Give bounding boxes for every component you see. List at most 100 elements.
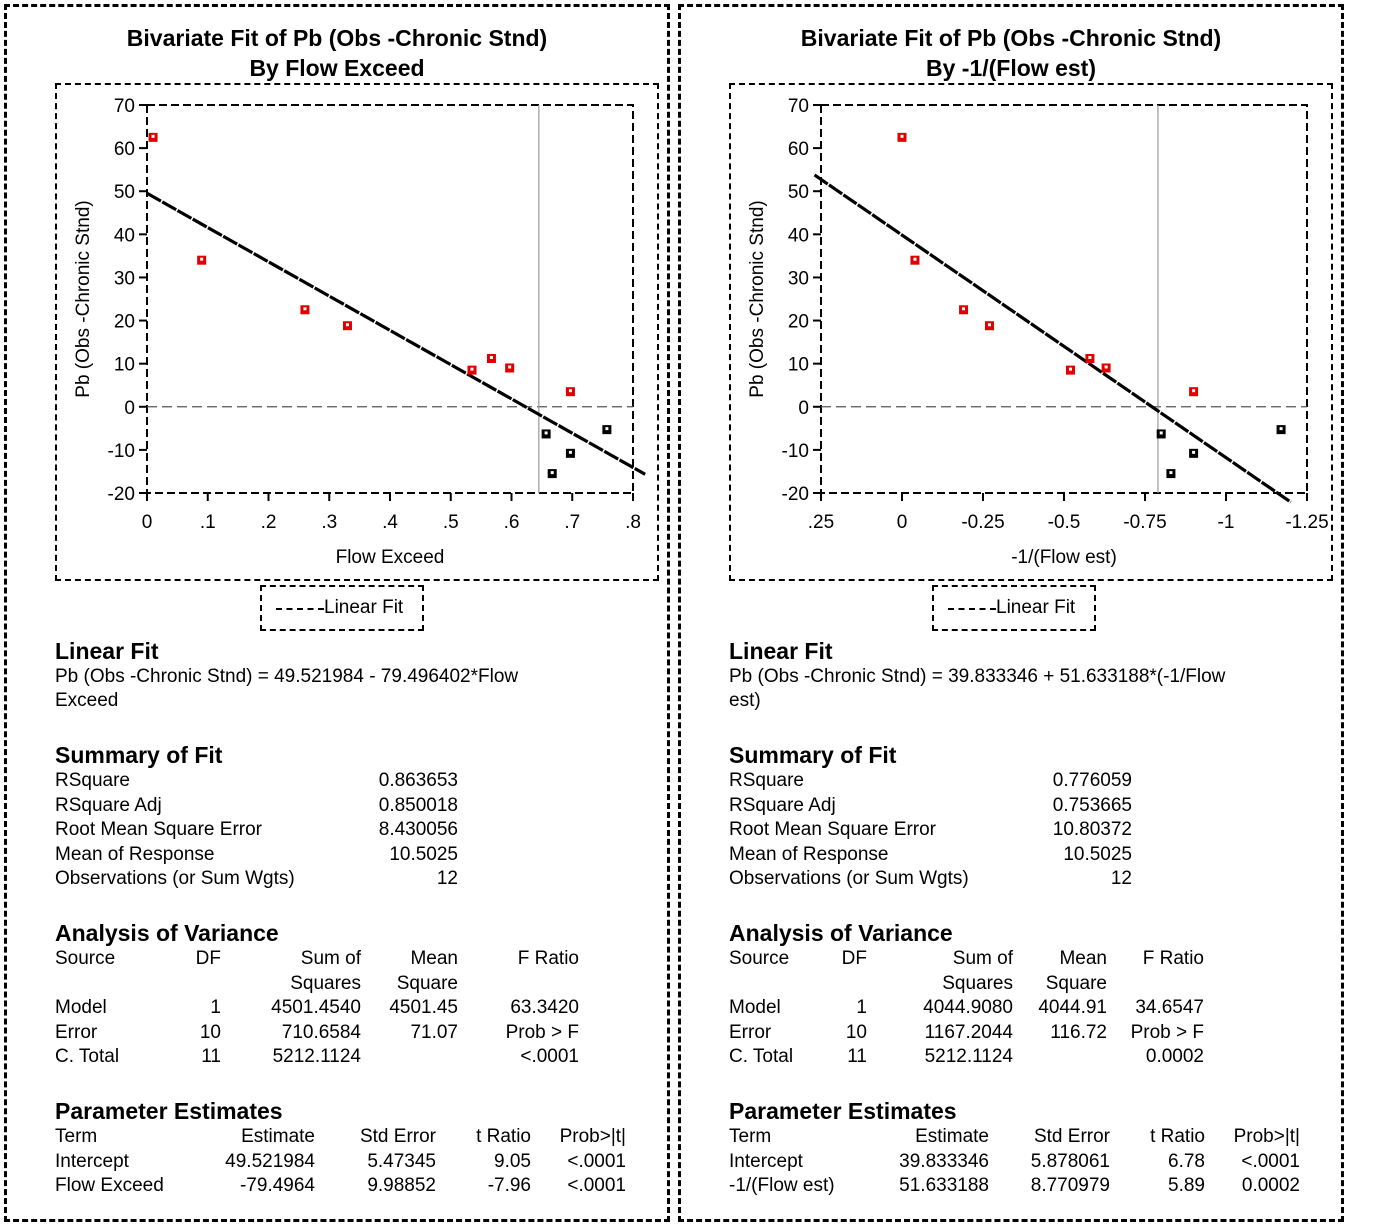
plot-area [146, 104, 634, 494]
params-rows: Term Estimate Std Error t Ratio Prob>|t| Inte… [55, 1125, 645, 1199]
summary-row: Observations (or Sum Wgts) 12 [729, 867, 1319, 892]
anova-cell: 5212.1124 [924, 1046, 1013, 1067]
summary-value: 10.5025 [1063, 843, 1132, 865]
anova-row: Model 1 4501.4540 4501.45 63.3420 [55, 996, 645, 1021]
data-point-highlight [489, 355, 493, 359]
params-header-cell: Estimate [241, 1126, 315, 1147]
anova-header-cell: Source [55, 948, 116, 969]
anova-cell: 5212.1124 [272, 1046, 361, 1067]
params-header-cell: Term [729, 1126, 772, 1147]
linear-fit-line [813, 173, 1292, 504]
params-cell: <.0001 [567, 1175, 626, 1196]
anova-cell: Prob > F [1130, 1021, 1204, 1043]
params-cell: 5.89 [1168, 1175, 1205, 1196]
summary-value: 12 [1110, 868, 1132, 889]
params-rows: Term Estimate Std Error t Ratio Prob>|t| Inte… [729, 1125, 1319, 1199]
anova-row: C. Total 11 5212.1124 0.0002 [729, 1045, 1319, 1070]
params-heading: Parameter Estimates [55, 1098, 283, 1124]
summary-value: 0.863653 [378, 770, 458, 791]
x-axis-label: Flow Exceed [336, 547, 445, 568]
legend-line-swatch [276, 608, 324, 610]
chart-title-line2: By -1/(Flow est) [926, 55, 1096, 81]
anova-header-cell: F Ratio [517, 948, 579, 969]
anova-section: Analysis of Variance Source DF Sum of Mean F… [55, 919, 645, 1070]
params-cell: Intercept [729, 1150, 803, 1172]
params-cell: 39.833346 [899, 1150, 989, 1172]
summary-value: 12 [436, 868, 458, 889]
data-point-highlight [568, 450, 572, 454]
params-cell: 9.05 [494, 1150, 531, 1172]
anova-cell: 11 [201, 1046, 221, 1067]
x-tick-label: 0 [142, 512, 153, 533]
y-tick-label: 50 [788, 182, 809, 203]
anova-cell: 1 [210, 997, 221, 1018]
params-cell: 8.770979 [1030, 1175, 1110, 1196]
params-cell: 9.98852 [367, 1175, 436, 1196]
anova-header-cell: Square [396, 972, 458, 994]
y-tick-label: 70 [788, 96, 809, 117]
fit-equation-line2: Exceed [55, 690, 119, 711]
data-point-highlight [1104, 365, 1108, 369]
params-row: Flow Exceed -79.4964 9.98852 -7.96 <.0001 [55, 1174, 645, 1199]
x-tick-label: -0.25 [961, 512, 1004, 533]
x-tick-label: .5 [443, 512, 459, 533]
anova-cell: 4044.91 [1038, 997, 1107, 1018]
summary-row: Mean of Response 10.5025 [55, 843, 645, 868]
anova-header-cell: Squares [290, 972, 361, 994]
params-cell: 51.633188 [899, 1175, 989, 1196]
y-tick-label: -20 [782, 484, 809, 505]
y-tick-label: 0 [798, 398, 809, 419]
data-point-highlight [345, 323, 349, 327]
params-cell: 5.878061 [1030, 1150, 1110, 1172]
anova-rows: Source DF Sum of Mean F Ratio Squares Square Mo… [729, 947, 1319, 1070]
data-point-highlight [605, 427, 609, 431]
anova-row: Error 10 1167.2044 116.72 Prob > F [729, 1021, 1319, 1046]
anova-cell: Error [729, 1021, 772, 1043]
anova-section: Analysis of Variance Source DF Sum of Mean F… [729, 919, 1319, 1070]
report-panel-flow-exceed: Bivariate Fit of Pb (Obs -Chronic Stnd) … [4, 4, 670, 1222]
summary-value: 0.753665 [1052, 794, 1132, 816]
summary-row: RSquare Adj 0.850018 [55, 794, 645, 819]
y-tick-label: 20 [788, 312, 809, 333]
anova-rows: Source DF Sum of Mean F Ratio Squares Square Mo… [55, 947, 645, 1070]
plot-area [820, 104, 1308, 494]
params-cell: 5.47345 [367, 1150, 436, 1172]
anova-row: C. Total 11 5212.1124 <.0001 [55, 1045, 645, 1070]
anova-heading: Analysis of Variance [55, 920, 279, 946]
anova-cell: 71.07 [410, 1021, 458, 1043]
y-tick-label: 20 [114, 312, 135, 333]
chart-title: Bivariate Fit of Pb (Obs -Chronic Stnd) … [7, 23, 667, 83]
anova-row: Error 10 710.6584 71.07 Prob > F [55, 1021, 645, 1046]
data-point-highlight [987, 323, 991, 327]
summary-section: Summary of Fit RSquare 0.776059 RSquare Ad… [729, 741, 1319, 892]
y-tick-label: 40 [788, 225, 809, 246]
summary-label: Observations (or Sum Wgts) [55, 868, 295, 889]
summary-label: Root Mean Square Error [729, 819, 936, 840]
data-point-highlight [470, 367, 474, 371]
summary-row: RSquare 0.863653 [55, 769, 645, 794]
summary-label: RSquare Adj [729, 794, 836, 816]
y-tick-label: -20 [108, 484, 135, 505]
x-tick-label: .3 [321, 512, 337, 533]
legend-line-swatch [948, 608, 996, 610]
data-point-highlight [1169, 471, 1173, 475]
anova-cell: Prob > F [505, 1021, 579, 1043]
data-point-highlight [151, 134, 155, 138]
x-tick-label: .7 [564, 512, 580, 533]
params-cell: -7.96 [487, 1175, 531, 1196]
data-point-highlight [962, 307, 966, 311]
chart-title-line1: Bivariate Fit of Pb (Obs -Chronic Stnd) [126, 25, 548, 51]
anova-header-cell: Sum of [952, 948, 1013, 969]
x-tick-label: -0.75 [1123, 512, 1166, 533]
summary-row: Root Mean Square Error 8.430056 [55, 818, 645, 843]
y-axis-label: Pb (Obs -Chronic Stnd) [747, 200, 768, 397]
y-tick-label: -10 [108, 441, 135, 462]
legend-label: Linear Fit [996, 597, 1076, 618]
anova-header-cell: Source [729, 948, 790, 969]
summary-rows: RSquare 0.863653 RSquare Adj 0.850018 Root M… [55, 769, 645, 892]
anova-cell: 10 [199, 1021, 221, 1043]
anova-header-row: Source DF Sum of Mean F Ratio [729, 947, 1319, 972]
chart-title-line2: By Flow Exceed [249, 55, 425, 81]
params-cell: -79.4964 [239, 1175, 315, 1196]
fit-equation-line2: est) [729, 690, 761, 711]
